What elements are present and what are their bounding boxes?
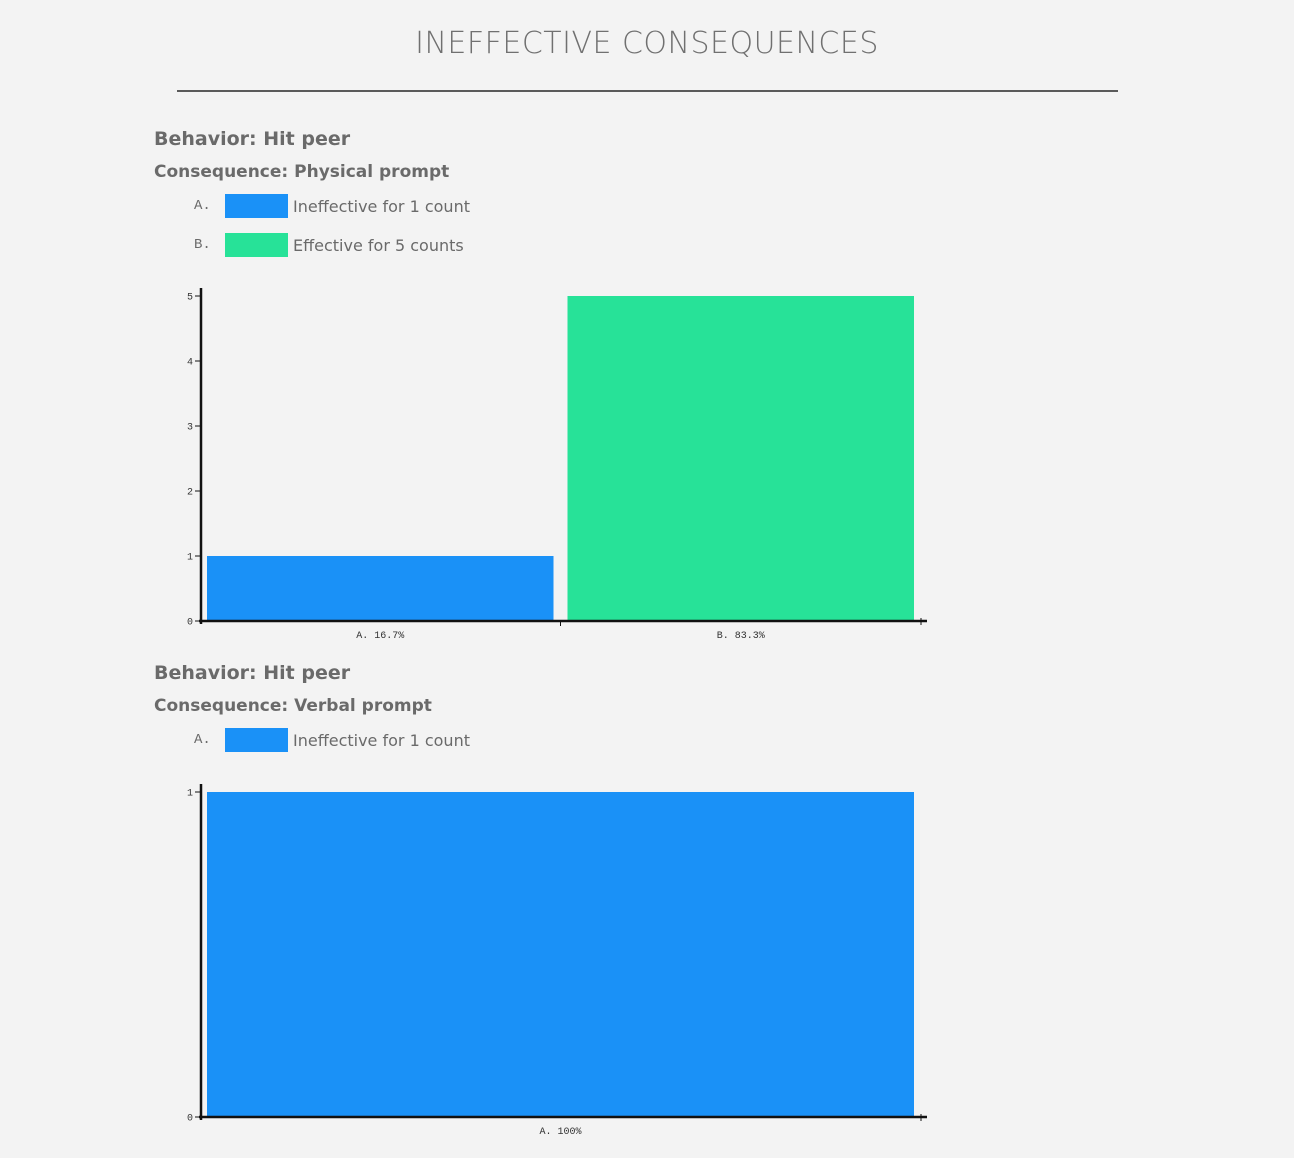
x-tick-label: A. 16.7%	[356, 631, 404, 642]
legend-swatch-effective	[225, 233, 288, 257]
y-tick-label: 3	[187, 423, 193, 434]
bar-a	[207, 556, 554, 620]
consequence-heading: Consequence: Physical prompt	[154, 162, 450, 182]
page-title: INEFFECTIVE CONSEQUENCES	[415, 26, 879, 61]
legend-letter: A.	[194, 732, 211, 748]
y-tick-label: 0	[187, 618, 193, 629]
y-tick-label: 4	[187, 358, 193, 369]
legend-item-a: A. Ineffective for 1 count	[154, 728, 954, 752]
consequence-section-1: Behavior: Hit peer Consequence: Physical…	[154, 126, 954, 272]
consequence-section-2: Behavior: Hit peer Consequence: Verbal p…	[154, 660, 954, 767]
title-divider	[177, 90, 1118, 92]
legend-letter: B.	[194, 237, 211, 253]
legend-item-b: B. Effective for 5 counts	[154, 233, 954, 257]
behavior-heading: Behavior: Hit peer	[154, 128, 351, 150]
x-tick-label: B. 83.3%	[717, 631, 765, 642]
bar-b	[567, 296, 914, 620]
legend-swatch-ineffective	[225, 728, 288, 752]
x-tick-label: A. 100%	[539, 1127, 581, 1138]
legend-label: Effective for 5 counts	[293, 235, 464, 255]
legend-letter: A.	[194, 198, 211, 214]
legend-swatch-ineffective	[225, 194, 288, 218]
y-tick-label: 5	[187, 293, 193, 304]
behavior-heading: Behavior: Hit peer	[154, 662, 351, 684]
legend-item-a: A. Ineffective for 1 count	[154, 194, 954, 218]
consequence-heading: Consequence: Verbal prompt	[154, 696, 432, 716]
chart-legend: A. Ineffective for 1 count B. Effective …	[154, 194, 954, 257]
y-tick-label: 1	[187, 789, 193, 800]
chart-legend: A. Ineffective for 1 count	[154, 728, 954, 752]
y-tick-label: 0	[187, 1114, 193, 1125]
legend-label: Ineffective for 1 count	[293, 196, 470, 216]
y-tick-label: 2	[187, 488, 193, 499]
y-tick-label: 1	[187, 553, 193, 564]
bar-a	[207, 792, 914, 1116]
legend-label: Ineffective for 1 count	[293, 730, 470, 750]
